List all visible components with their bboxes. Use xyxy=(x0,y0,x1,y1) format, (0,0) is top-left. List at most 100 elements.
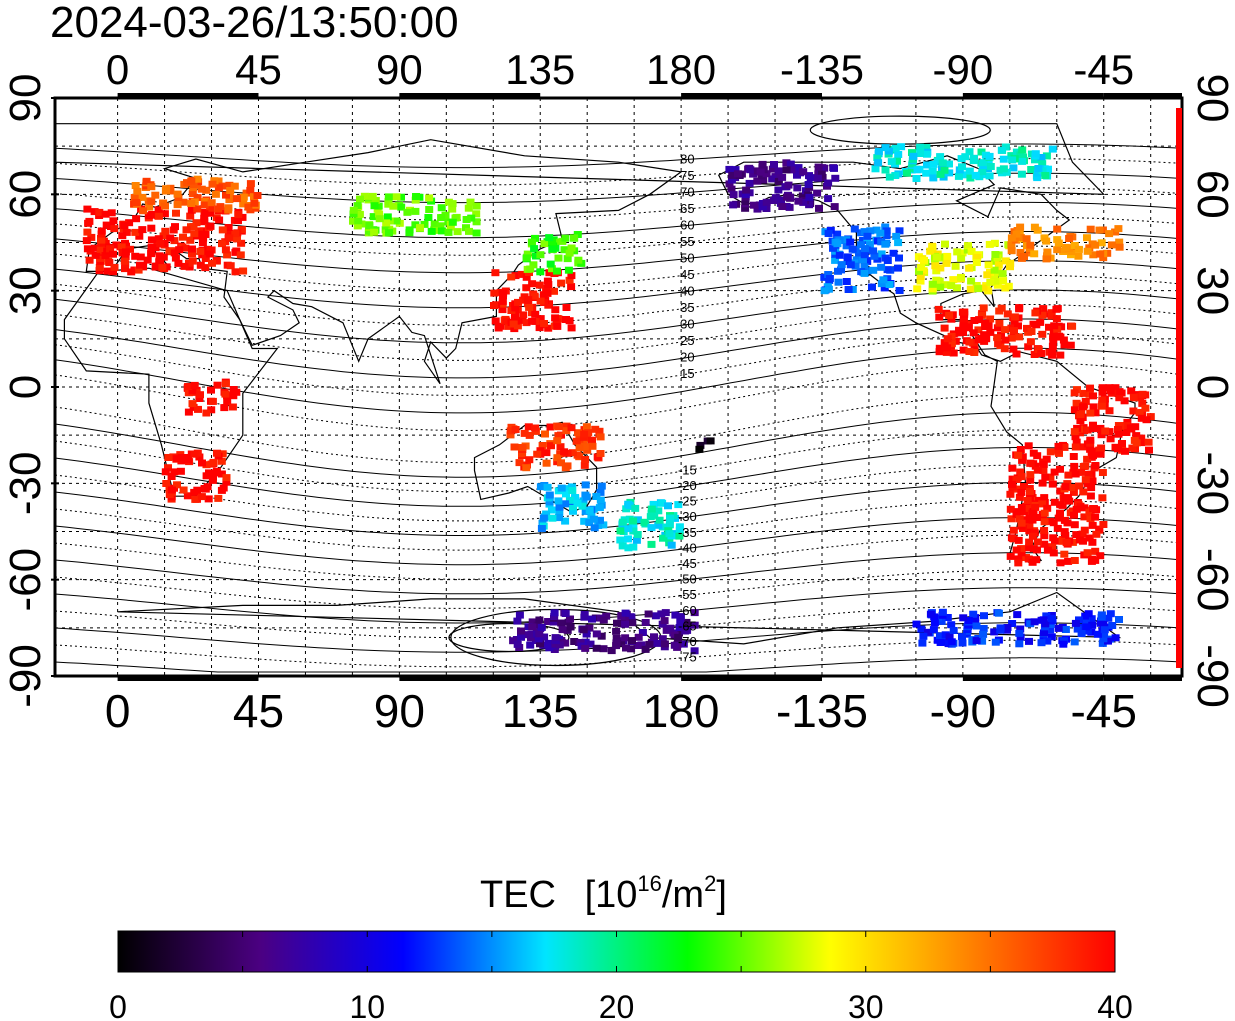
tec-cell xyxy=(1098,469,1107,476)
tec-cell xyxy=(557,619,566,627)
tec-cell xyxy=(1048,348,1057,356)
tec-cell xyxy=(1050,498,1059,506)
tec-cell xyxy=(1049,549,1058,557)
tec-cell xyxy=(1070,389,1079,397)
tec-cell xyxy=(1012,476,1021,483)
tec-cell xyxy=(236,251,245,259)
tec-cell xyxy=(1040,494,1049,502)
frame-top-bar xyxy=(117,93,259,99)
tec-cell xyxy=(553,454,562,462)
tec-cell xyxy=(622,644,630,652)
tec-cell xyxy=(938,608,947,616)
tec-cell xyxy=(190,381,199,389)
magnetic-latitude-label: 45 xyxy=(680,267,694,282)
tec-cell xyxy=(130,194,139,201)
tec-cell xyxy=(1081,397,1090,405)
tec-cell xyxy=(986,315,995,323)
tec-cell xyxy=(173,481,181,489)
tec-cell xyxy=(960,171,969,179)
tec-cell xyxy=(958,633,966,641)
tec-cell xyxy=(1014,451,1023,459)
tec-cell xyxy=(1030,250,1039,258)
tec-cell xyxy=(830,203,839,211)
tec-cell xyxy=(519,311,528,319)
top-longitude-label: -135 xyxy=(780,46,864,93)
tec-cell xyxy=(570,638,579,645)
tec-cell xyxy=(616,536,625,544)
tec-cell xyxy=(187,223,195,231)
tec-cell xyxy=(771,194,780,202)
magnetic-contour xyxy=(54,534,1183,580)
tec-cell xyxy=(161,227,170,235)
tec-cell xyxy=(877,238,886,246)
tec-cell xyxy=(671,611,680,619)
tec-cell xyxy=(727,185,736,193)
magnetic-contour xyxy=(54,143,1183,169)
tec-cell xyxy=(595,427,604,435)
tec-cell xyxy=(706,437,715,445)
tec-cell xyxy=(949,276,958,284)
tec-cell xyxy=(1030,618,1039,626)
tec-cell xyxy=(1032,321,1041,329)
tec-cell xyxy=(581,638,590,646)
tec-cell xyxy=(102,221,111,229)
tec-cell xyxy=(806,174,815,182)
tec-cell xyxy=(229,386,238,393)
colorbar-ticks: 0 10 20 30 40 xyxy=(109,931,1133,1021)
tec-cell xyxy=(582,493,591,501)
tec-cell xyxy=(1037,350,1046,357)
tec-cell xyxy=(1072,399,1081,407)
tec-cell xyxy=(213,381,222,389)
magnetic-latitude-label: -55 xyxy=(678,587,697,602)
tec-cell xyxy=(1008,156,1017,164)
tec-cell xyxy=(616,527,625,535)
tec-cell xyxy=(250,199,259,207)
colorbar-tick-label: 20 xyxy=(599,989,635,1021)
tec-cell xyxy=(562,427,571,435)
tec-cell xyxy=(160,239,169,247)
tec-cell xyxy=(162,185,171,193)
tec-cell xyxy=(991,251,1000,258)
tec-cell xyxy=(964,617,973,624)
tec-cell xyxy=(498,297,507,305)
tec-cell xyxy=(221,380,230,388)
tec-cell xyxy=(1026,620,1035,628)
magnetic-contour xyxy=(54,569,1183,609)
tec-cell xyxy=(1075,482,1083,490)
tec-cell xyxy=(728,171,737,179)
tec-cell xyxy=(517,270,526,278)
top-longitude-label: 135 xyxy=(505,46,575,93)
tec-cell xyxy=(118,232,127,240)
tec-cell xyxy=(1027,166,1036,173)
tec-cell xyxy=(923,161,931,169)
tec-cell xyxy=(1016,151,1025,159)
tec-cell xyxy=(570,234,579,242)
colorbar-unit-exp2: 2 xyxy=(704,871,716,896)
tec-cell xyxy=(889,249,898,257)
tec-cell xyxy=(97,227,106,235)
tec-cell xyxy=(1114,225,1123,233)
tec-cell xyxy=(234,217,242,225)
tec-cell xyxy=(1086,225,1095,233)
tec-cell xyxy=(1044,165,1052,173)
tec-cell xyxy=(1056,351,1065,359)
tec-cell xyxy=(555,509,564,517)
tec-cell xyxy=(548,265,556,273)
tec-cell xyxy=(383,213,392,221)
tec-cell xyxy=(1089,392,1097,400)
tec-cell xyxy=(441,211,450,219)
tec-cell xyxy=(552,318,561,326)
tec-cell xyxy=(865,241,874,248)
tec-cell xyxy=(641,619,650,626)
magnetic-latitude-label: 40 xyxy=(680,284,694,299)
tec-cell xyxy=(1111,634,1120,642)
tec-cell xyxy=(195,395,204,402)
tec-cell xyxy=(969,610,978,618)
tec-cell xyxy=(1071,433,1080,441)
tec-cell xyxy=(1040,629,1048,637)
tec-cell xyxy=(90,208,99,216)
tec-cell xyxy=(658,523,667,531)
tec-cell xyxy=(172,209,180,217)
tec-cell xyxy=(1070,557,1079,564)
tec-cell xyxy=(525,303,534,311)
